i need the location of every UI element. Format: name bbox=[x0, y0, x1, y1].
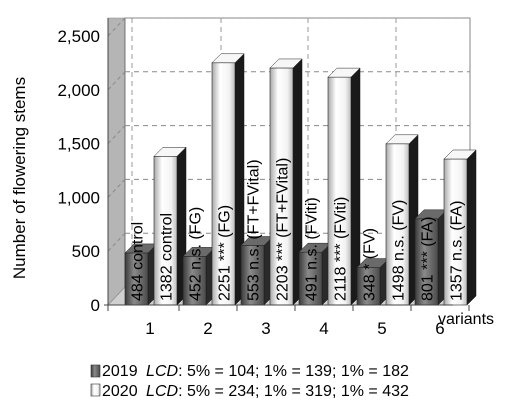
legend-year-2020: 2020 bbox=[102, 383, 138, 400]
bar-2020-4 bbox=[327, 67, 361, 306]
bar-2019-3 bbox=[240, 235, 274, 306]
x-tick-label: 4 bbox=[319, 319, 328, 338]
bar-labels: 484 control 1382 control 452 n.s. (FG) 2251… bbox=[130, 158, 466, 301]
bar-label: 348 * (FV) bbox=[362, 228, 379, 301]
bar-2020-5 bbox=[385, 134, 419, 306]
bar-label: 2251 *** (FG) bbox=[217, 205, 234, 301]
bar-top bbox=[269, 58, 303, 69]
x-axis: 1 2 3 4 5 6 bbox=[104, 18, 470, 338]
x-tick-label: 2 bbox=[203, 319, 212, 338]
bar-label: 801 *** (FA) bbox=[420, 217, 437, 301]
bar-label: 484 control bbox=[130, 222, 147, 301]
bar-label: 452 n.s. (FG) bbox=[188, 207, 205, 301]
bar-label: 553 n.s. (FT+FVital) bbox=[246, 159, 263, 301]
y-tick-label: 500 bbox=[72, 242, 100, 261]
legend-entry-2019: 2019 LCD: 5% = 104; 1% = 139; 1% = 182 bbox=[90, 363, 409, 380]
legend-swatch-2019 bbox=[90, 364, 101, 378]
bar-top bbox=[327, 67, 361, 78]
bar-label: 1382 control bbox=[159, 213, 176, 301]
bar-label: 2203 *** (FT+FVital) bbox=[275, 158, 292, 301]
bar-top bbox=[443, 149, 477, 160]
bar-side bbox=[466, 149, 477, 306]
side-wall bbox=[107, 17, 126, 306]
y-axis: 0 500 1,000 1,500 2,000 2,500 bbox=[57, 27, 100, 315]
legend-lcd-values-2019: : 5% = 104; 1% = 139; 1% = 182 bbox=[178, 363, 409, 380]
bar-top bbox=[385, 134, 419, 145]
bar-top bbox=[153, 147, 187, 157]
y-tick-label: 2,500 bbox=[57, 27, 100, 46]
bar-label: 491 n.s. (FViti) bbox=[304, 197, 321, 301]
legend-year-2019: 2019 bbox=[102, 363, 138, 380]
bar-label: 1498 n.s. (FV) bbox=[391, 200, 408, 301]
svg-text:2020 LCD: 5% = 234; 1%: 2020 LCD: 5% = 234; 1% = 319; 1% = 432 bbox=[102, 383, 409, 400]
x-tick-label: 5 bbox=[377, 319, 386, 338]
legend: 2019 LCD: 5% = 104; 1% = 139; 1% = 182 2… bbox=[90, 363, 409, 400]
bar-top bbox=[211, 53, 245, 64]
legend-swatch-2020 bbox=[90, 383, 101, 397]
y-tick-label: 0 bbox=[91, 296, 100, 315]
bar-2020-3 bbox=[269, 58, 303, 306]
bar-label: 2118 *** (FViti) bbox=[333, 197, 350, 301]
x-tick-label: 6 bbox=[435, 319, 444, 338]
bar-label: 1357 n.s. (FA) bbox=[449, 201, 466, 302]
y-tick-label: 1,000 bbox=[57, 188, 100, 207]
legend-lcd-values-2020: : 5% = 234; 1% = 319; 1% = 432 bbox=[178, 383, 409, 400]
legend-lcd-2019: LCD bbox=[146, 363, 178, 380]
legend-entry-2020: 2020 LCD: 5% = 234; 1% = 319; 1% = 432 bbox=[90, 383, 409, 400]
x-tick-label: 1 bbox=[145, 319, 154, 338]
y-tick-label: 1,500 bbox=[57, 135, 100, 154]
y-axis-title: Number of flowering stems bbox=[10, 77, 29, 279]
x-tick-label: 3 bbox=[261, 319, 270, 338]
legend-lcd-2020: LCD bbox=[146, 383, 178, 400]
x-axis-title: variants bbox=[438, 311, 494, 328]
bar-2020-6 bbox=[443, 149, 477, 306]
y-tick-label: 2,000 bbox=[57, 81, 100, 100]
bar-2020-2 bbox=[211, 53, 245, 306]
svg-text:2019 LCD: 5% = 104; 1%: 2019 LCD: 5% = 104; 1% = 139; 1% = 182 bbox=[102, 363, 409, 380]
bar-2019-6 bbox=[414, 209, 448, 306]
